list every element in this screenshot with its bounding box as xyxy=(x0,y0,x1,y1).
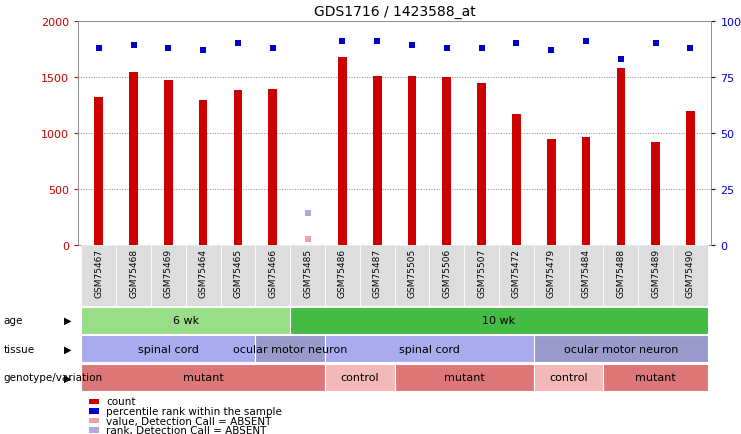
Text: GSM75484: GSM75484 xyxy=(582,248,591,297)
Bar xyxy=(199,101,207,245)
FancyBboxPatch shape xyxy=(394,245,429,306)
Text: 10 wk: 10 wk xyxy=(482,316,516,325)
FancyBboxPatch shape xyxy=(499,245,534,306)
FancyBboxPatch shape xyxy=(673,245,708,306)
Text: GSM75465: GSM75465 xyxy=(233,248,242,297)
FancyBboxPatch shape xyxy=(325,245,360,306)
Text: ▶: ▶ xyxy=(64,344,71,354)
FancyBboxPatch shape xyxy=(221,245,256,306)
FancyBboxPatch shape xyxy=(116,245,151,306)
Text: age: age xyxy=(4,316,23,325)
Bar xyxy=(129,73,138,245)
Text: GSM75489: GSM75489 xyxy=(651,248,660,297)
Text: GSM75487: GSM75487 xyxy=(373,248,382,297)
Bar xyxy=(268,90,277,245)
Text: GSM75488: GSM75488 xyxy=(617,248,625,297)
FancyBboxPatch shape xyxy=(82,245,116,306)
Text: ocular motor neuron: ocular motor neuron xyxy=(233,344,348,354)
Text: GSM75486: GSM75486 xyxy=(338,248,347,297)
Text: ▶: ▶ xyxy=(64,373,71,382)
Text: GSM75490: GSM75490 xyxy=(686,248,695,297)
Bar xyxy=(442,78,451,245)
FancyBboxPatch shape xyxy=(360,245,394,306)
Bar xyxy=(617,69,625,245)
Text: GSM75464: GSM75464 xyxy=(199,248,207,297)
Bar xyxy=(547,140,556,245)
Text: GSM75469: GSM75469 xyxy=(164,248,173,297)
Text: count: count xyxy=(106,397,136,406)
Text: ocular motor neuron: ocular motor neuron xyxy=(564,344,678,354)
Bar xyxy=(94,98,103,245)
Text: percentile rank within the sample: percentile rank within the sample xyxy=(106,406,282,416)
Text: control: control xyxy=(549,373,588,382)
Bar xyxy=(408,76,416,245)
Bar xyxy=(582,138,591,245)
FancyBboxPatch shape xyxy=(568,245,603,306)
FancyBboxPatch shape xyxy=(290,245,325,306)
Text: rank, Detection Call = ABSENT: rank, Detection Call = ABSENT xyxy=(106,425,266,434)
FancyBboxPatch shape xyxy=(186,245,221,306)
Bar xyxy=(512,115,521,245)
Text: GSM75485: GSM75485 xyxy=(303,248,312,297)
Text: GSM75505: GSM75505 xyxy=(408,248,416,297)
Text: value, Detection Call = ABSENT: value, Detection Call = ABSENT xyxy=(106,416,271,425)
Text: GSM75506: GSM75506 xyxy=(442,248,451,297)
Bar xyxy=(233,91,242,245)
Text: control: control xyxy=(340,373,379,382)
Bar xyxy=(651,142,660,245)
Bar xyxy=(338,57,347,245)
Bar xyxy=(686,112,695,245)
Text: GSM75507: GSM75507 xyxy=(477,248,486,297)
Text: GSM75468: GSM75468 xyxy=(129,248,138,297)
Text: mutant: mutant xyxy=(635,373,676,382)
Text: GSM75472: GSM75472 xyxy=(512,248,521,297)
Bar xyxy=(373,76,382,245)
FancyBboxPatch shape xyxy=(534,245,568,306)
Text: mutant: mutant xyxy=(444,373,485,382)
Text: genotype/variation: genotype/variation xyxy=(4,373,103,382)
Bar xyxy=(164,81,173,245)
FancyBboxPatch shape xyxy=(603,245,638,306)
Text: ▶: ▶ xyxy=(64,316,71,325)
Bar xyxy=(477,84,486,245)
FancyBboxPatch shape xyxy=(256,245,290,306)
Text: spinal cord: spinal cord xyxy=(138,344,199,354)
Text: 6 wk: 6 wk xyxy=(173,316,199,325)
Title: GDS1716 / 1423588_at: GDS1716 / 1423588_at xyxy=(313,5,476,19)
Text: mutant: mutant xyxy=(183,373,224,382)
Text: GSM75466: GSM75466 xyxy=(268,248,277,297)
Text: tissue: tissue xyxy=(4,344,35,354)
FancyBboxPatch shape xyxy=(464,245,499,306)
FancyBboxPatch shape xyxy=(151,245,186,306)
Text: GSM75467: GSM75467 xyxy=(94,248,103,297)
FancyBboxPatch shape xyxy=(638,245,673,306)
Text: GSM75479: GSM75479 xyxy=(547,248,556,297)
Text: spinal cord: spinal cord xyxy=(399,344,460,354)
FancyBboxPatch shape xyxy=(429,245,464,306)
